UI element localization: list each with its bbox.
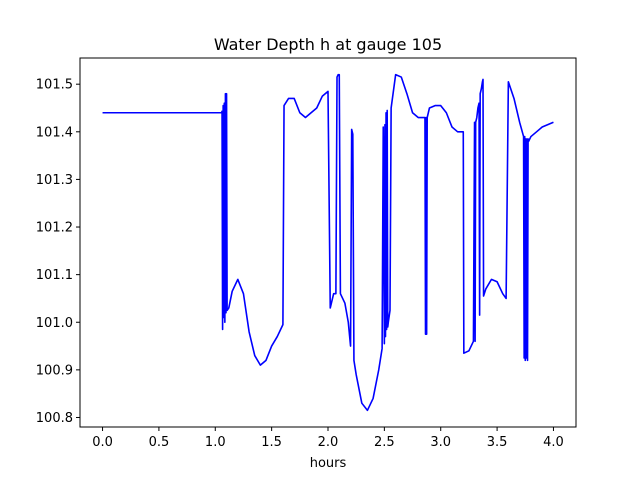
x-axis-label: hours [310, 456, 347, 471]
x-tick-label: 1.0 [205, 435, 226, 450]
y-tick-label: 101.1 [36, 268, 73, 283]
chart-title: Water Depth h at gauge 105 [214, 35, 442, 54]
axes-frame [79, 57, 577, 428]
x-tick-label: 3.0 [430, 435, 451, 450]
y-tick-label: 101.3 [36, 173, 73, 188]
x-tick-label: 0.5 [149, 435, 170, 450]
x-tick-label: 0.0 [92, 435, 113, 450]
x-tick-label: 1.5 [261, 435, 282, 450]
y-tick-label: 101.4 [36, 125, 73, 140]
y-tick-label: 100.8 [36, 411, 73, 426]
x-tick-label: 4.0 [543, 435, 564, 450]
series-line-0 [102, 73, 554, 412]
x-tick-label: 2.5 [374, 435, 395, 450]
y-tick-label: 101.5 [36, 78, 73, 93]
x-axis-ticks: 0.0 0.5 1.0 1.5 2.0 2.5 3.0 3.5 4.0 [92, 427, 564, 450]
x-tick-label: 3.5 [487, 435, 508, 450]
plot-area [102, 73, 554, 412]
y-axis-ticks: 100.8 100.9 101.0 101.1 101.2 101.3 101.4 101.5 [36, 78, 80, 426]
y-tick-label: 100.9 [36, 363, 73, 378]
y-tick-label: 101.0 [36, 316, 73, 331]
y-tick-label: 101.2 [36, 221, 73, 236]
x-tick-label: 2.0 [318, 435, 339, 450]
